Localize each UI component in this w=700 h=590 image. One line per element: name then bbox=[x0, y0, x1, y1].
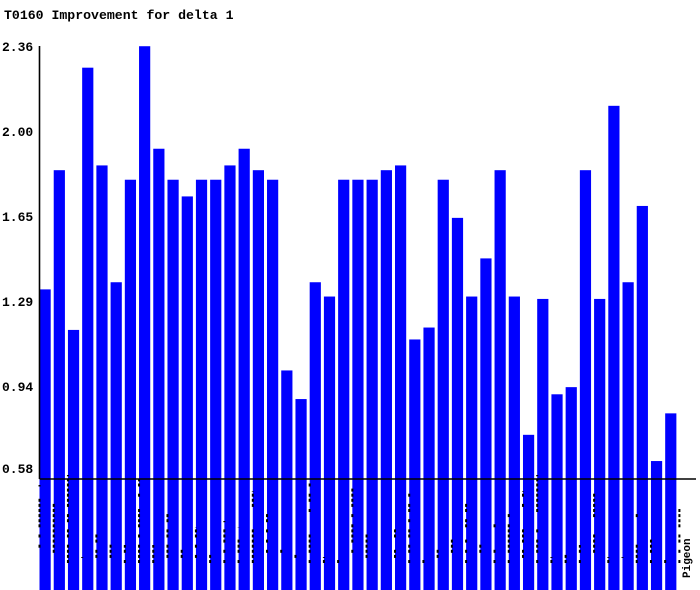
svg-text:Pigeon: Pigeon bbox=[682, 538, 694, 578]
svg-text:0.94: 0.94 bbox=[2, 380, 33, 395]
svg-text:1.65: 1.65 bbox=[2, 210, 33, 225]
svg-text:2.36: 2.36 bbox=[2, 40, 33, 55]
svg-text:0.58: 0.58 bbox=[2, 462, 33, 477]
svg-text:T0160 Improvement for delta 1: T0160 Improvement for delta 1 bbox=[4, 8, 234, 23]
svg-text:2.00: 2.00 bbox=[2, 125, 33, 140]
svg-text:1.29: 1.29 bbox=[2, 295, 33, 310]
